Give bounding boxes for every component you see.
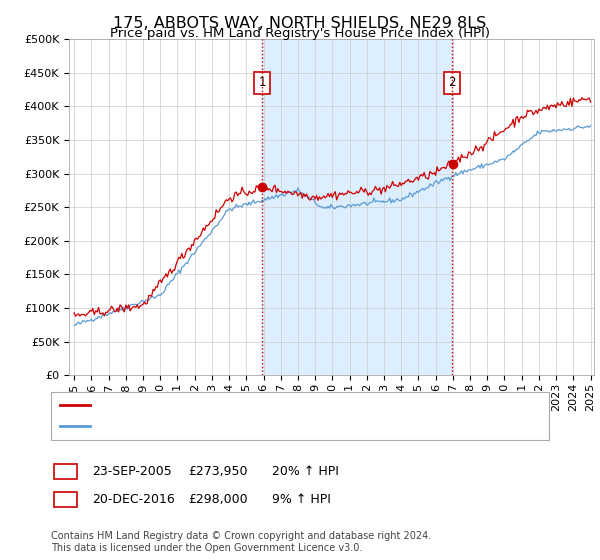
Text: 1: 1 <box>61 465 70 478</box>
Text: 175, ABBOTS WAY, NORTH SHIELDS, NE29 8LS (detached house): 175, ABBOTS WAY, NORTH SHIELDS, NE29 8LS… <box>96 399 476 412</box>
Text: 20-DEC-2016: 20-DEC-2016 <box>92 493 175 506</box>
Text: 2: 2 <box>449 76 456 90</box>
Text: HPI: Average price, detached house, North Tyneside: HPI: Average price, detached house, Nort… <box>96 420 403 433</box>
Text: 2: 2 <box>61 493 70 506</box>
Text: 1: 1 <box>259 76 266 90</box>
Text: Price paid vs. HM Land Registry's House Price Index (HPI): Price paid vs. HM Land Registry's House … <box>110 27 490 40</box>
Bar <box>262 39 452 375</box>
Text: £273,950: £273,950 <box>188 465 247 478</box>
Text: This data is licensed under the Open Government Licence v3.0.: This data is licensed under the Open Gov… <box>51 543 362 553</box>
Text: 20% ↑ HPI: 20% ↑ HPI <box>272 465 338 478</box>
Text: 9% ↑ HPI: 9% ↑ HPI <box>272 493 331 506</box>
Text: Contains HM Land Registry data © Crown copyright and database right 2024.: Contains HM Land Registry data © Crown c… <box>51 531 431 541</box>
Text: 23-SEP-2005: 23-SEP-2005 <box>92 465 172 478</box>
Text: 175, ABBOTS WAY, NORTH SHIELDS, NE29 8LS: 175, ABBOTS WAY, NORTH SHIELDS, NE29 8LS <box>113 16 487 31</box>
Text: £298,000: £298,000 <box>188 493 247 506</box>
